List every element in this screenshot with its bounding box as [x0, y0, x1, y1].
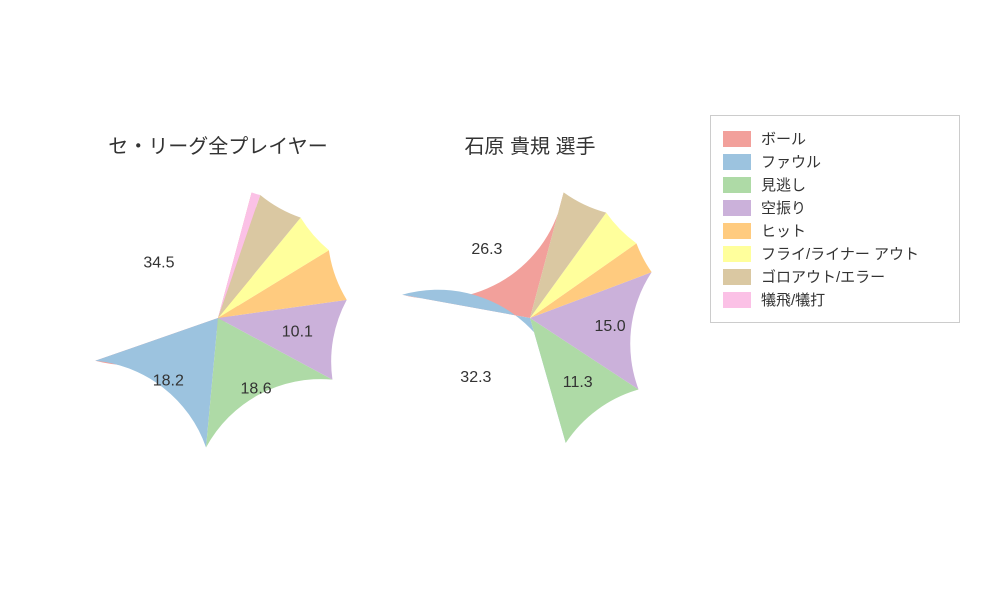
legend-swatch-look: [723, 177, 751, 193]
pie-league: 34.5 18.2 18.6 10.1: [80, 180, 356, 456]
legend: ボールファウル見逃し空振りヒットフライ/ライナー アウトゴロアウト/エラー犠飛/…: [710, 115, 960, 323]
legend-label-ball: ボール: [761, 128, 806, 149]
legend-swatch-hit: [723, 223, 751, 239]
slice-label-player-foul: 32.3: [460, 369, 491, 386]
legend-swatch-ground: [723, 269, 751, 285]
slice-label-league-swing: 10.1: [282, 323, 313, 340]
legend-label-hit: ヒット: [761, 220, 806, 241]
legend-swatch-ball: [723, 131, 751, 147]
legend-label-flyout: フライ/ライナー アウト: [761, 243, 919, 264]
chart-stage: セ・リーグ全プレイヤー 34.5 18.2 18.6 10.1 石原 貴規 選手 26.3 3…: [0, 0, 1000, 600]
legend-label-ground: ゴロアウト/エラー: [761, 266, 885, 287]
slice-label-player-swing: 15.0: [595, 318, 626, 335]
slice-label-league-foul: 18.2: [153, 373, 184, 390]
legend-label-sac: 犠飛/犠打: [761, 289, 825, 310]
legend-label-foul: ファウル: [761, 151, 821, 172]
slice-label-player-look: 11.3: [563, 374, 593, 391]
legend-item-swing: 空振り: [723, 197, 945, 218]
legend-swatch-flyout: [723, 246, 751, 262]
legend-item-sac: 犠飛/犠打: [723, 289, 945, 310]
slice-label-league-look: 18.6: [241, 380, 272, 397]
legend-item-ground: ゴロアウト/エラー: [723, 266, 945, 287]
pie-title-league: セ・リーグ全プレイヤー: [68, 130, 368, 159]
slice-label-player-ball: 26.3: [471, 241, 502, 258]
legend-item-look: 見逃し: [723, 174, 945, 195]
legend-item-hit: ヒット: [723, 220, 945, 241]
legend-swatch-swing: [723, 200, 751, 216]
pie-title-player: 石原 貴規 選手: [380, 130, 680, 159]
legend-item-flyout: フライ/ライナー アウト: [723, 243, 945, 264]
legend-item-foul: ファウル: [723, 151, 945, 172]
legend-item-ball: ボール: [723, 128, 945, 149]
slice-label-league-ball: 34.5: [143, 254, 174, 271]
legend-swatch-foul: [723, 154, 751, 170]
pie-player: 26.3 32.3 11.3 15.0: [392, 180, 668, 456]
legend-swatch-sac: [723, 292, 751, 308]
legend-label-look: 見逃し: [761, 174, 806, 195]
legend-label-swing: 空振り: [761, 197, 806, 218]
